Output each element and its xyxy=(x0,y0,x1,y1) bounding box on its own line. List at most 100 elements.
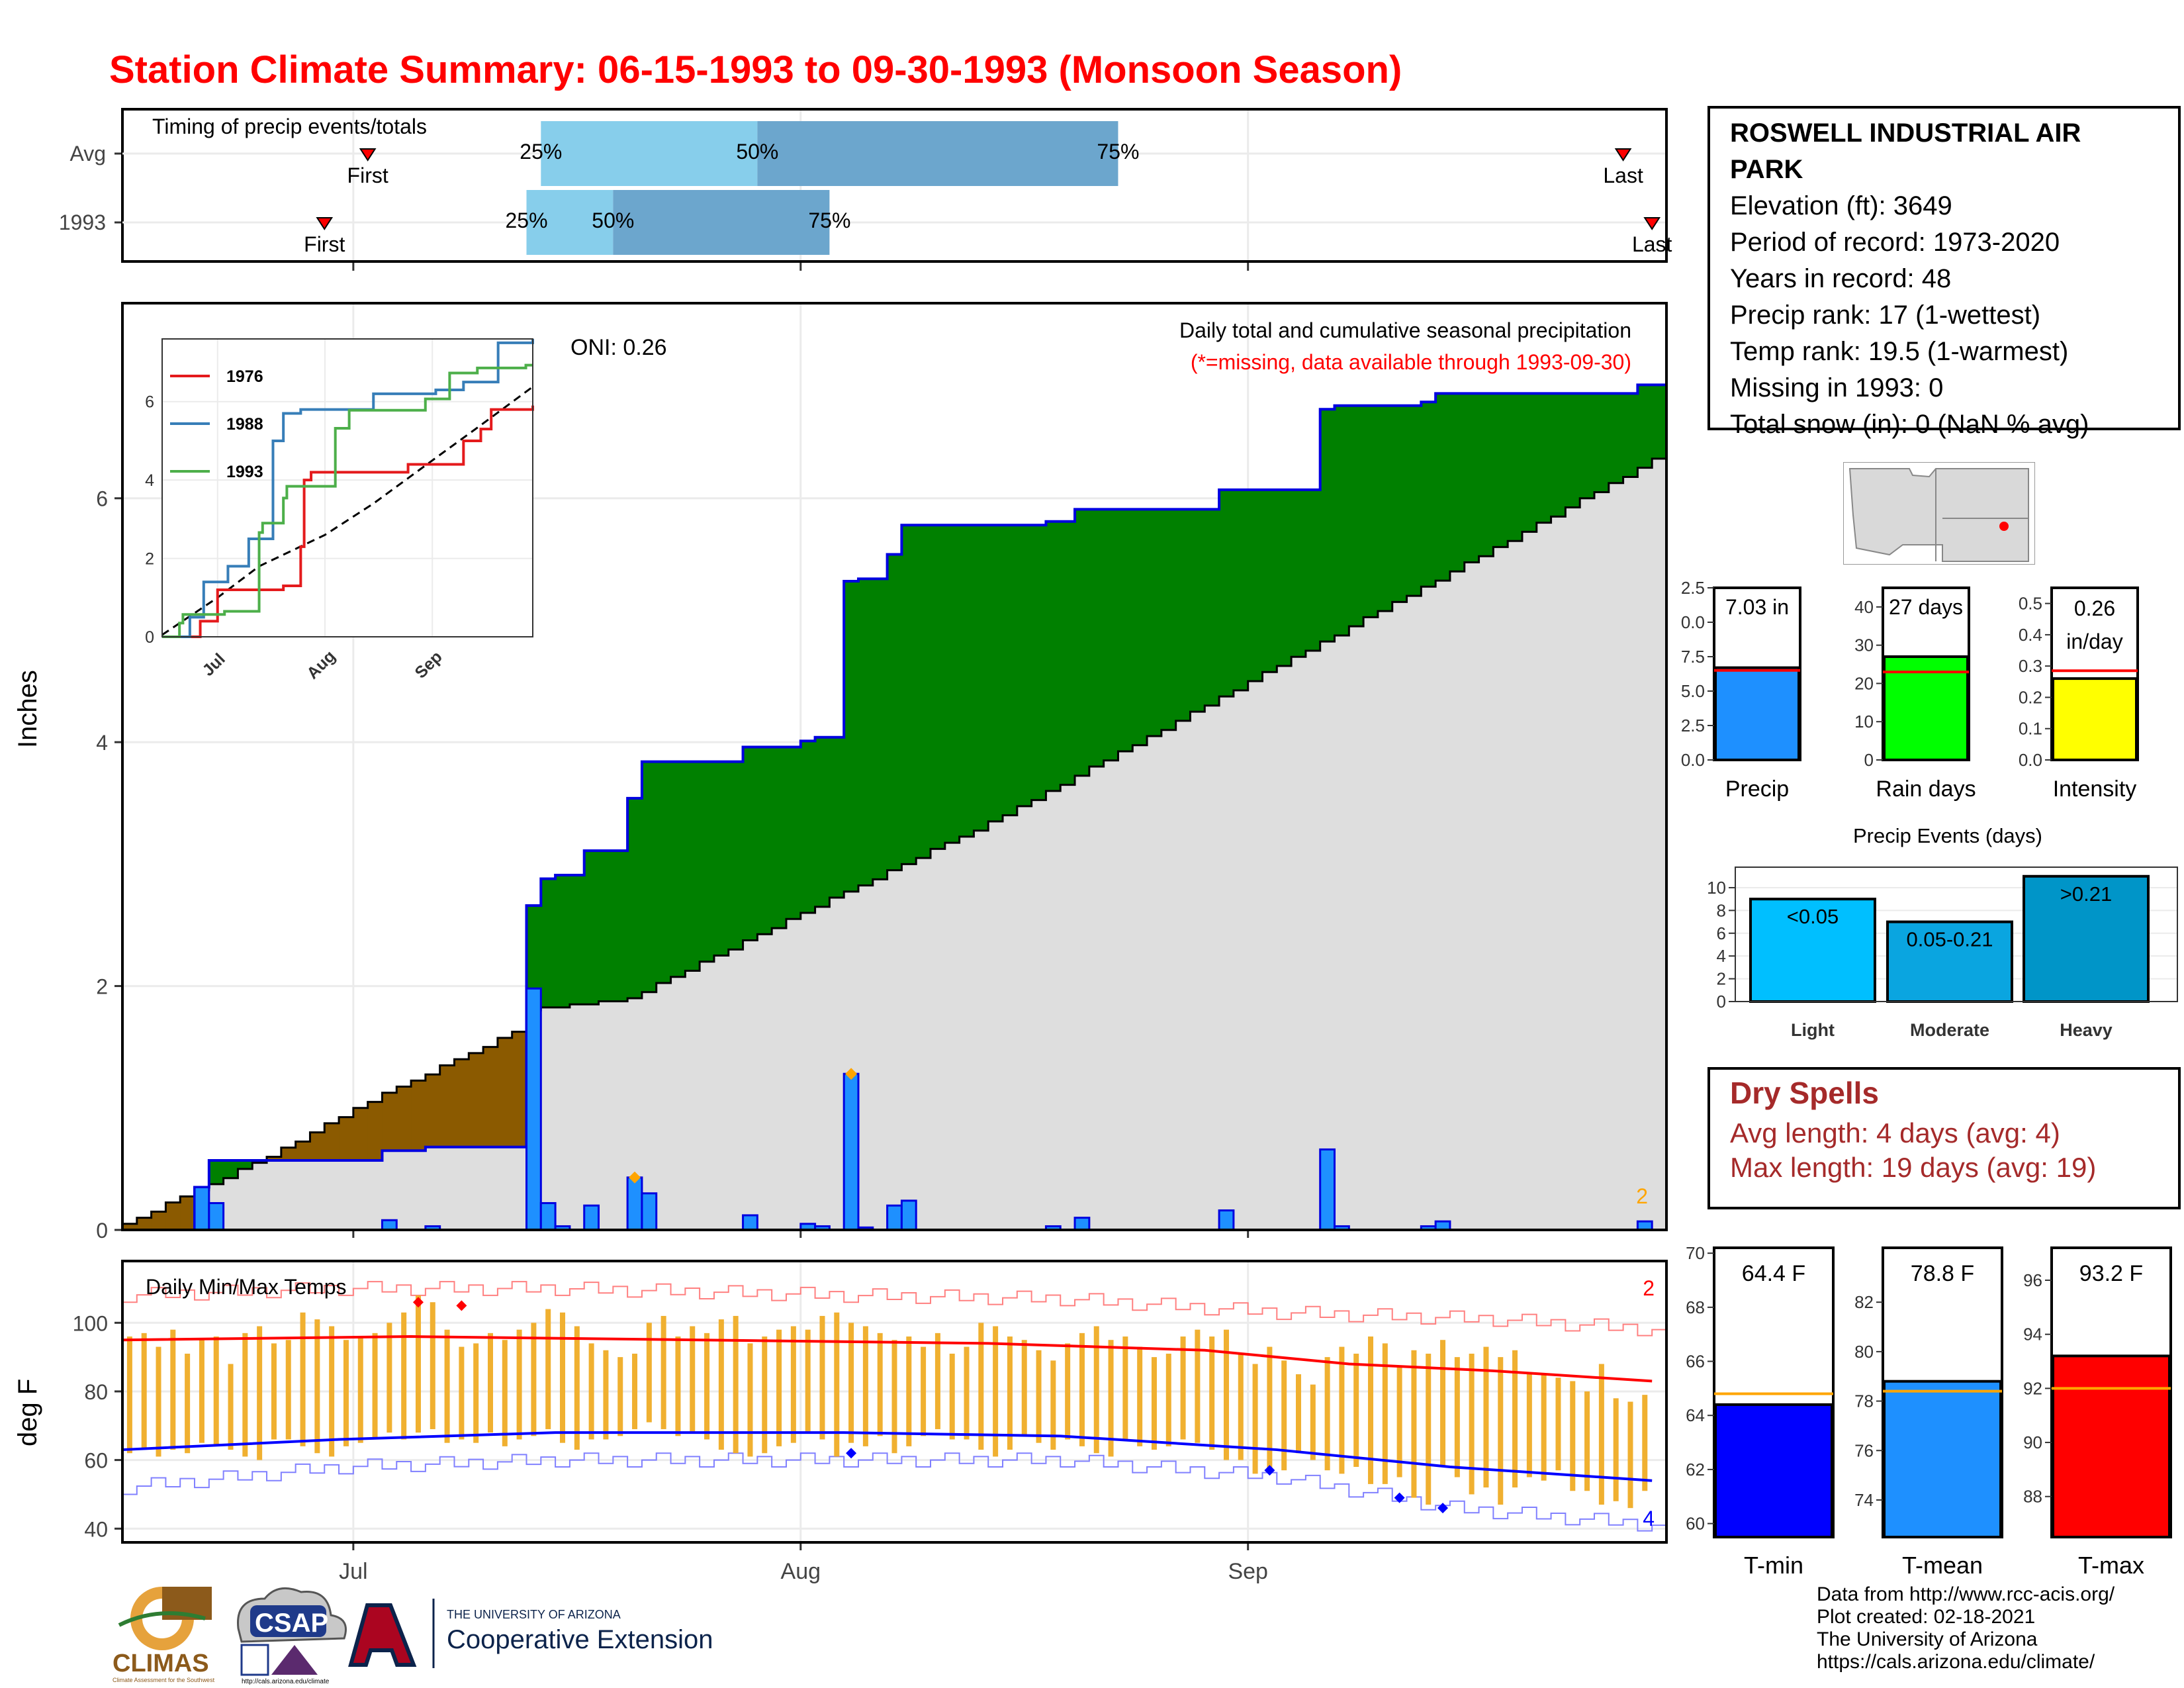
daily-temp-range-bar xyxy=(502,1340,508,1446)
daily-temp-range-bar xyxy=(430,1302,435,1429)
dry-spells-avg: Avg length: 4 days (avg: 4) xyxy=(1730,1117,2060,1149)
timing-p75-label: 75% xyxy=(1097,140,1139,164)
summary-value-line2: in/day xyxy=(2066,630,2122,653)
temp-summary-bars: 60 62 64 66 68 70 64.4 F T-min 74 76 78 80 82 78.8 F T… xyxy=(1686,1243,2172,1575)
events-y-tick-label: 2 xyxy=(1717,969,1726,989)
daily-temp-range-bar xyxy=(1541,1374,1547,1481)
y-tick-label: 6 xyxy=(96,487,108,511)
temp-summary-y-tick-label: 90 xyxy=(2023,1432,2042,1452)
deficit-area xyxy=(512,1031,527,1147)
daily-temp-range-bar xyxy=(762,1336,768,1454)
first-event-marker xyxy=(359,148,377,162)
event-bar-text: 0.05-0.21 xyxy=(1907,928,1993,951)
daily-temp-range-bar xyxy=(126,1336,132,1454)
last-event-label: Last xyxy=(1632,232,1672,256)
daily-temp-range-bar xyxy=(1209,1336,1215,1450)
daily-temp-range-bar xyxy=(718,1319,724,1450)
daily-temp-range-bar xyxy=(993,1326,999,1457)
chart-subtitle-missing: (*=missing, data available through 1993-… xyxy=(1191,350,1631,374)
daily-temp-range-bar xyxy=(848,1323,854,1443)
event-bar-light xyxy=(1749,898,1876,1003)
summary-y-tick-label: 7.5 xyxy=(1681,647,1705,667)
surplus-area xyxy=(1205,509,1220,706)
surplus-area xyxy=(1464,393,1480,563)
daily-temp-range-bar xyxy=(1440,1340,1446,1467)
avg-cumulative-line xyxy=(122,457,1666,1225)
temp-summary-y-tick-label: 68 xyxy=(1686,1297,1705,1317)
summary-y-tick-label: 12.5 xyxy=(1681,578,1705,598)
daily-temp-range-bar xyxy=(473,1343,479,1443)
surplus-area xyxy=(598,851,614,1002)
temp-summary-y-tick-label: 94 xyxy=(2023,1325,2042,1344)
surplus-area xyxy=(526,906,541,1011)
ua-logo: THE UNIVERSITY OF ARIZONA Cooperative Ex… xyxy=(348,1599,713,1668)
temp-summary-y-tick-label: 66 xyxy=(1686,1352,1705,1372)
surplus-area xyxy=(641,761,657,992)
summary-bars: 0.0 2.5 5.0 7.5 10.0 12.5 7.03 in Precip 0 10 20 30… xyxy=(1681,578,2139,801)
tmin-avg-line xyxy=(122,1431,1653,1482)
temp-y-tick-label: 80 xyxy=(84,1380,108,1404)
daily-temp-range-bar xyxy=(588,1343,594,1440)
surplus-area xyxy=(1147,509,1162,736)
summary-y-tick-label: 0.2 xyxy=(2019,687,2042,707)
surplus-area xyxy=(1637,385,1653,468)
summary-y-tick-label: 30 xyxy=(1854,635,1874,655)
daily-temp-range-bar xyxy=(228,1364,234,1450)
temp-summary-bar-label: T-mean xyxy=(1902,1552,1983,1575)
surplus-area xyxy=(1435,393,1451,581)
daily-temp-range-bar xyxy=(1021,1340,1027,1436)
daily-temp-range-bar xyxy=(387,1323,392,1433)
inset-legend-label: 1993 xyxy=(226,463,263,481)
surplus-area xyxy=(627,798,643,998)
daily-temp-range-bar xyxy=(964,1346,970,1440)
timing-p75-label: 75% xyxy=(808,209,850,232)
precip-events-chart: 0 2 4 6 810 <0.05 Light 0.05-0.21 Moderate >0.21 H… xyxy=(1707,867,2178,1040)
daily-temp-range-bar xyxy=(1411,1350,1417,1498)
surplus-area xyxy=(1089,509,1105,767)
summary-y-tick-label: 40 xyxy=(1854,597,1874,617)
inset-y-tick-label: 0 xyxy=(145,628,154,647)
page-title: Station Climate Summary: 06-15-1993 to 0… xyxy=(109,48,1402,91)
daily-temp-range-bar xyxy=(877,1333,883,1436)
deficit-area xyxy=(281,1147,296,1160)
climas-logo-sub: Climate Assessment for the Southwest xyxy=(113,1677,215,1683)
temp-summary-y-tick-label: 62 xyxy=(1686,1460,1705,1479)
surplus-area xyxy=(1060,521,1075,785)
daily-temp-range-bar xyxy=(574,1326,580,1450)
events-y-tick-label: 8 xyxy=(1717,900,1726,920)
deficit-area xyxy=(469,1053,484,1147)
daily-temp-range-bar xyxy=(1252,1364,1258,1474)
surplus-area xyxy=(1392,405,1408,602)
daily-temp-range-bar xyxy=(415,1295,421,1433)
daily-temp-range-bar xyxy=(1324,1357,1330,1471)
surplus-area xyxy=(1421,402,1436,587)
temp-summary-bar-2 xyxy=(2052,1354,2171,1539)
surplus-area xyxy=(1277,489,1292,667)
summary-y-tick-label: 0.0 xyxy=(1681,750,1705,770)
temp-y-tick-label: 100 xyxy=(73,1311,108,1335)
surplus-area xyxy=(670,761,686,977)
surplus-area xyxy=(1118,509,1133,751)
surplus-area xyxy=(944,525,960,843)
daily-temp-range-bar xyxy=(1483,1346,1489,1488)
x-tick-label: Aug xyxy=(781,1559,821,1584)
deficit-area xyxy=(367,1102,383,1160)
temp-summary-y-tick-label: 88 xyxy=(2023,1487,2042,1507)
surplus-area xyxy=(916,525,931,859)
daily-temp-range-bar xyxy=(156,1346,161,1457)
summary-value-line1: 0.26 xyxy=(2074,596,2115,620)
daily-temp-range-bar xyxy=(1584,1391,1590,1491)
summary-bar-0 xyxy=(1714,666,1800,761)
surplus-area xyxy=(1594,393,1610,492)
summary-value-label: 27 days xyxy=(1889,595,1963,619)
summary-value-label: 7.03 in xyxy=(1725,595,1789,619)
daily-temp-range-bar xyxy=(603,1350,609,1440)
surplus-area xyxy=(1031,525,1046,800)
inset-border xyxy=(161,338,533,637)
daily-temp-range-bar xyxy=(704,1333,710,1440)
daily-temp-range-bar xyxy=(444,1329,450,1443)
daily-temp-range-bar xyxy=(1512,1350,1518,1488)
timing-p50-label: 50% xyxy=(592,209,634,232)
surplus-area xyxy=(1132,509,1148,745)
temp-summary-bar-1 xyxy=(1883,1380,2002,1538)
